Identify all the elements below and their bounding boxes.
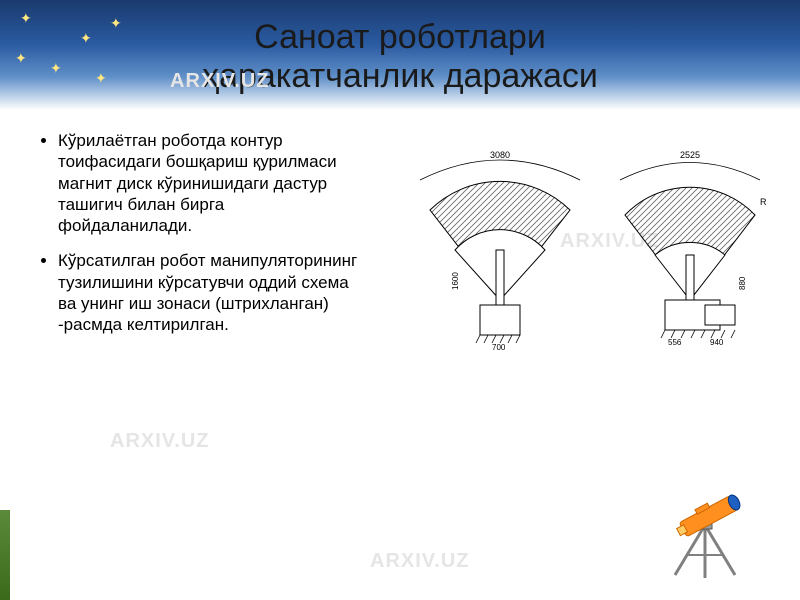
bullet-item: Кўрилаётган роботда контур тоифасидаги б…: [58, 130, 360, 236]
right-base-left-label: 556: [668, 338, 682, 347]
green-accent-bar: [0, 510, 10, 600]
title-line-1: Саноат роботлари: [254, 18, 546, 56]
right-base-right-label: 940: [710, 338, 724, 347]
right-side-label: R: [760, 197, 767, 207]
bullet-list: Кўрилаётган роботда контур тоифасидаги б…: [40, 130, 360, 349]
robot-workspace-diagrams: 3080 700 1600 2525 R: [400, 130, 780, 360]
left-height-label: 1600: [451, 272, 460, 290]
right-arc-label: 2525: [680, 150, 700, 160]
left-base-label: 700: [492, 343, 506, 352]
content-area: Кўрилаётган роботда контур тоифасидаги б…: [40, 130, 760, 560]
right-height-label: 880: [738, 276, 747, 290]
bullet-item: Кўрсатилган робот манипуляторининг тузил…: [58, 250, 360, 335]
title-line-2: ҳаракатчанлик даражаси: [202, 57, 598, 95]
left-arc-label: 3080: [490, 150, 510, 160]
page-title: Саноат роботлари ҳаракатчанлик даражаси: [0, 18, 800, 96]
telescope-icon: [660, 470, 750, 580]
